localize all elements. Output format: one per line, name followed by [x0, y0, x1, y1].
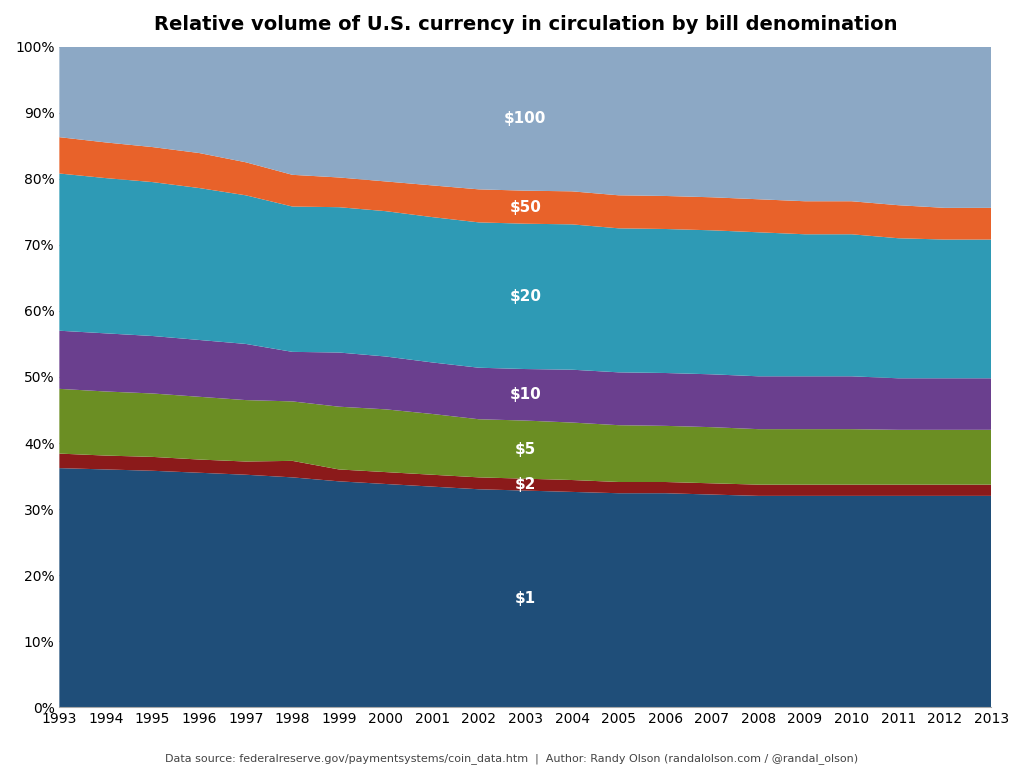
Text: $20: $20 — [509, 289, 542, 304]
Text: $2: $2 — [515, 477, 537, 492]
Text: $1: $1 — [515, 591, 536, 607]
Text: $100: $100 — [504, 111, 547, 126]
Title: Relative volume of U.S. currency in circulation by bill denomination: Relative volume of U.S. currency in circ… — [154, 15, 897, 34]
Text: $10: $10 — [510, 387, 542, 402]
Text: $50: $50 — [510, 200, 542, 215]
Text: $5: $5 — [515, 442, 536, 457]
Text: Data source: federalreserve.gov/paymentsystems/coin_data.htm  |  Author: Randy O: Data source: federalreserve.gov/payments… — [166, 753, 858, 764]
